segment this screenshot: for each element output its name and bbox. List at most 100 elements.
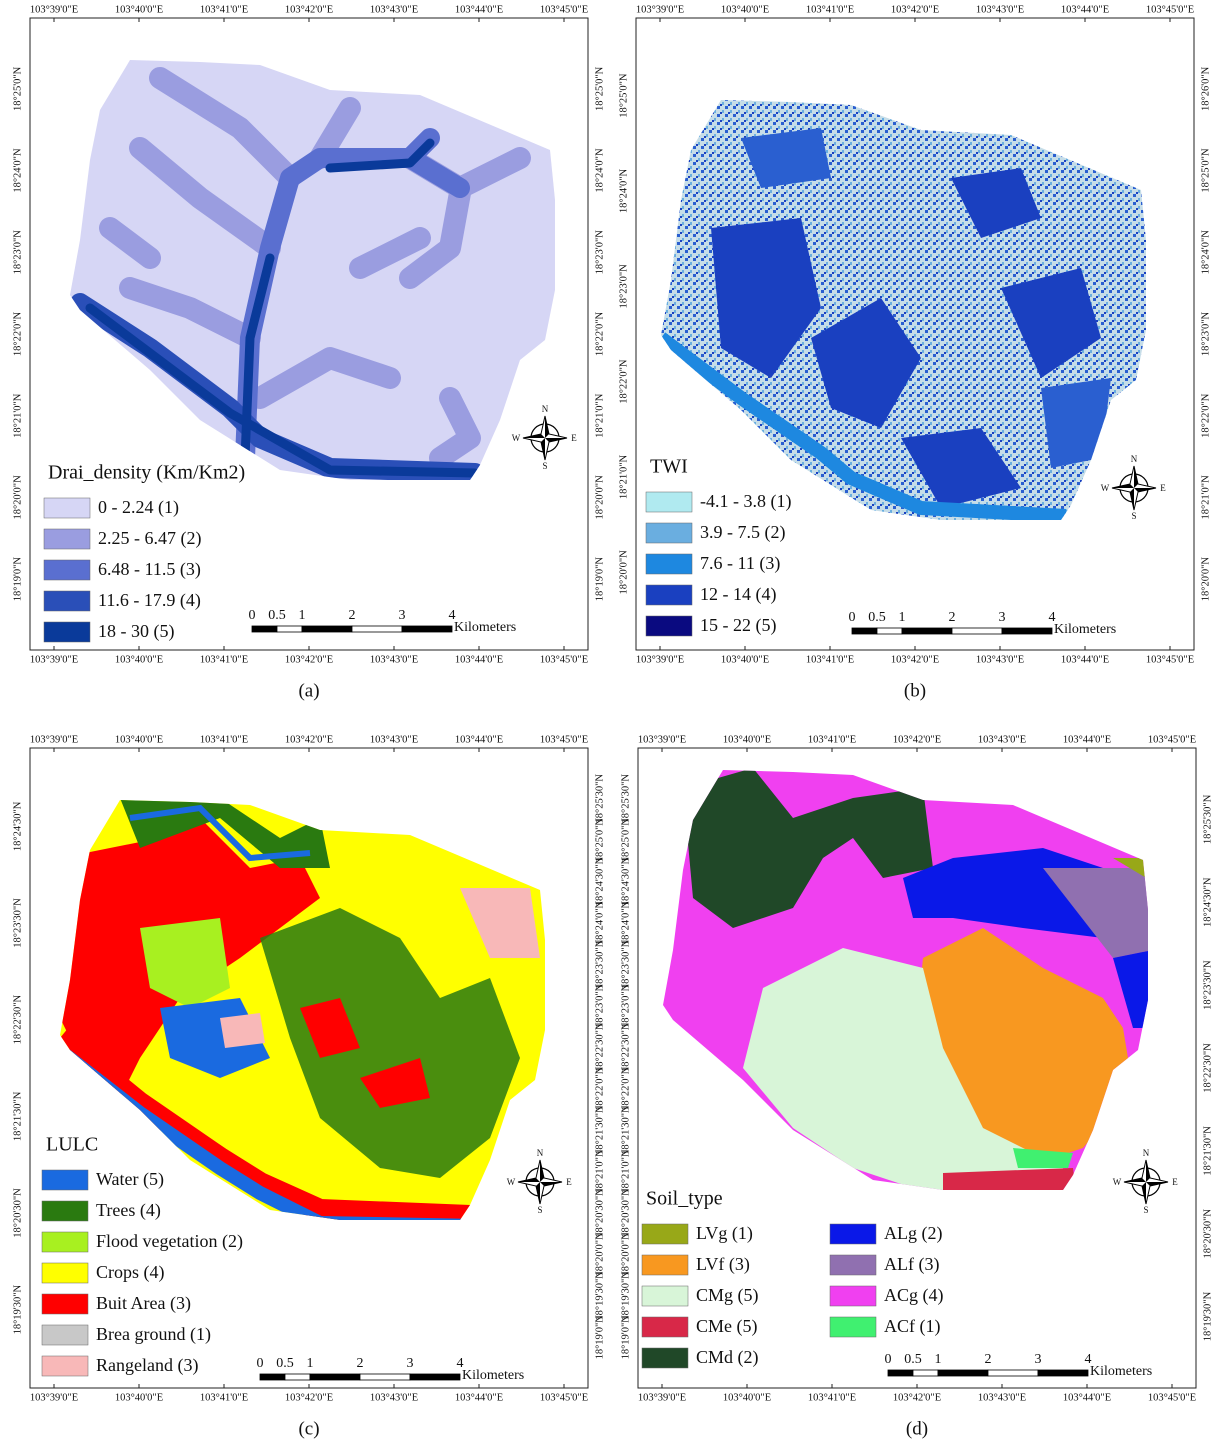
longitude-label: 103°41'0"E [808,1392,856,1403]
latitude-label: 18°20'30"N [620,1188,631,1238]
compass: NSEW [512,404,578,471]
longitude-label: 103°45'0"E [540,1392,588,1403]
latitude-label: 18°21'0"N [594,1149,605,1194]
compass-w: W [1101,483,1110,493]
longitude-label: 103°40'0"E [723,1392,771,1403]
latitude-label: 18°19'30"N [620,1271,631,1321]
legend-swatch [42,1201,88,1221]
longitude-label: 103°43'0"E [370,734,418,745]
scale-label: 3 [399,608,406,623]
scale-label: 1 [935,1352,942,1367]
latitude-label: 18°20'0"N [594,475,605,520]
latitude-label: 18°22'30"N [1202,1043,1213,1093]
scale-bar: 00.51234Kilometers [257,1356,525,1383]
compass-n: N [1143,1148,1150,1158]
scale-segment [277,626,302,632]
longitude-label: 103°44'0"E [1063,734,1111,745]
legend-swatch [44,591,90,611]
longitude-label: 103°40'0"E [721,4,769,15]
longitude-label: 103°45'0"E [540,654,588,665]
longitude-label: 103°45'0"E [1148,1392,1196,1403]
scale-segment [360,1374,410,1380]
latitude-label: 18°25'0"N [594,818,605,863]
scale-segment [302,626,352,632]
legend-label: 18 - 30 (5) [98,621,174,642]
latitude-label: 18°23'0"N [1200,311,1211,356]
legend-swatch [646,616,692,636]
latitude-label: 18°19'0"N [594,557,605,602]
legend-label: 15 - 22 (5) [700,615,776,636]
longitude-label: 103°39'0"E [30,4,78,15]
scale-label: 2 [349,608,356,623]
latitude-label: 18°22'0"N [620,1066,631,1111]
latitude-label: 18°19'0"N [620,1315,631,1360]
legend-swatch [642,1317,688,1337]
longitude-label: 103°42'0"E [891,654,939,665]
longitude-label: 103°44'0"E [1061,654,1109,665]
longitude-label: 103°43'0"E [370,1392,418,1403]
latitude-label: 18°21'0"N [594,393,605,438]
legend-title: Drai_density (Km/Km2) [48,462,245,484]
scale-label: 2 [985,1352,992,1367]
latitude-label: 18°22'30"N [620,1022,631,1072]
longitude-label: 103°42'0"E [893,734,941,745]
legend-swatch [42,1170,88,1190]
latitude-label: 18°21'0"N [12,393,23,438]
longitude-label: 103°43'0"E [976,4,1024,15]
longitude-label: 103°45'0"E [540,4,588,15]
scale-segment [1002,628,1052,634]
scale-label: 0.5 [276,1356,294,1371]
scale-label: 0.5 [868,610,886,625]
map-d [663,768,1163,1208]
compass-s: S [537,1205,542,1215]
latitude-label: 18°24'0"N [1200,230,1211,275]
scale-label: 0.5 [268,608,286,623]
longitude-label: 103°42'0"E [285,1392,333,1403]
latitude-label: 18°22'0"N [594,1066,605,1111]
latitude-label: 18°20'0"N [618,550,629,595]
legend-label: CMe (5) [696,1316,758,1337]
legend-label: CMd (2) [696,1347,759,1368]
legend-label: ALg (2) [884,1223,942,1244]
latitude-label: 18°24'0"N [594,148,605,193]
latitude-label: 18°20'30"N [1202,1209,1213,1259]
latitude-label: 18°21'0"N [620,1149,631,1194]
legend-label: ACf (1) [884,1316,941,1337]
latitude-label: 18°24'30"N [12,801,23,851]
longitude-label: 103°41'0"E [808,734,856,745]
legend-swatch [42,1294,88,1314]
compass: NSEW [1113,1148,1179,1215]
compass-n: N [1131,454,1138,464]
longitude-label: 103°43'0"E [976,654,1024,665]
latitude-label: 18°22'0"N [618,359,629,404]
compass: NSEW [1101,454,1167,521]
longitude-label: 103°39'0"E [30,734,78,745]
latitude-label: 18°26'0"N [1200,66,1211,111]
legend-swatch [646,585,692,605]
longitude-label: 103°39'0"E [30,1392,78,1403]
scale-segment [852,628,877,634]
scale-unit: Kilometers [1090,1364,1152,1379]
longitude-label: 103°41'0"E [200,654,248,665]
latitude-label: 18°23'30"N [1202,960,1213,1010]
longitude-label: 103°41'0"E [200,734,248,745]
latitude-label: 18°22'0"N [594,311,605,356]
legend-label: 12 - 14 (4) [700,584,776,605]
panel-caption: (a) [298,680,319,701]
legend-swatch [830,1286,876,1306]
scale-segment [913,1370,938,1376]
longitude-label: 103°40'0"E [723,734,771,745]
legend-swatch [642,1255,688,1275]
latitude-label: 18°20'0"N [594,1232,605,1277]
scale-label: 1 [299,608,306,623]
legend-swatch [44,498,90,518]
latitude-label: 18°19'30"N [12,1285,23,1335]
latitude-label: 18°23'0"N [12,230,23,275]
longitude-label: 103°44'0"E [455,4,503,15]
scale-segment [402,626,452,632]
longitude-label: 103°39'0"E [636,4,684,15]
legend-label: 11.6 - 17.9 (4) [98,590,201,611]
legend-swatch [44,622,90,642]
latitude-label: 18°19'30"N [1202,1291,1213,1341]
scale-segment [952,628,1002,634]
